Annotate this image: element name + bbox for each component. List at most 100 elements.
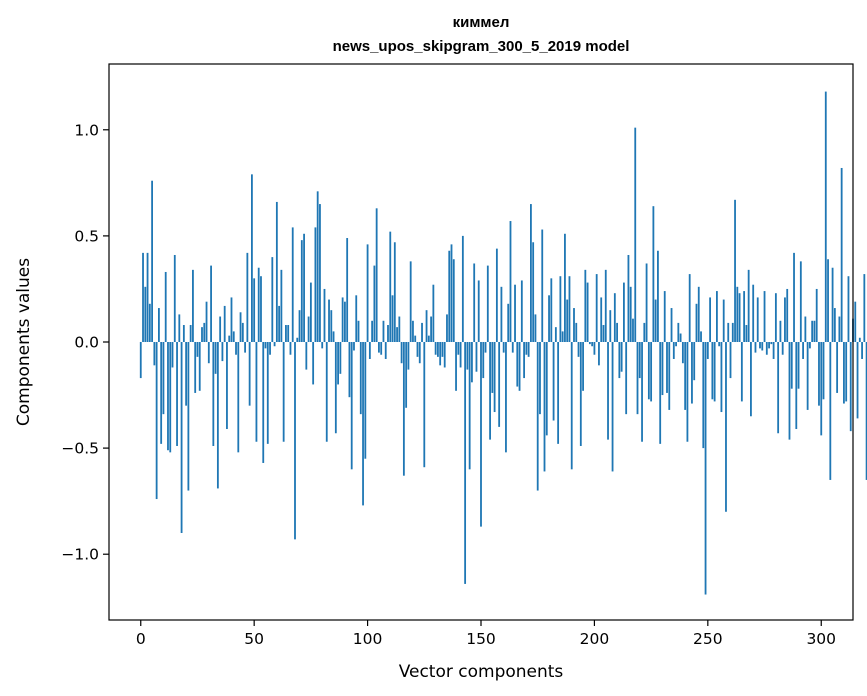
bar bbox=[412, 320, 414, 342]
bar bbox=[203, 322, 206, 342]
bar bbox=[142, 252, 144, 342]
bar bbox=[235, 342, 237, 355]
bar bbox=[843, 342, 845, 404]
bar bbox=[831, 267, 834, 342]
bar bbox=[230, 297, 233, 342]
bar bbox=[795, 342, 798, 430]
bar bbox=[629, 286, 632, 342]
bar bbox=[713, 342, 716, 402]
bar bbox=[205, 301, 208, 342]
bar bbox=[389, 231, 392, 342]
bar bbox=[158, 308, 160, 342]
bar bbox=[207, 342, 210, 364]
bar bbox=[216, 342, 219, 489]
bar bbox=[568, 276, 571, 342]
bar bbox=[443, 342, 446, 368]
bar bbox=[865, 342, 867, 480]
bar bbox=[849, 342, 852, 432]
bar bbox=[251, 174, 253, 342]
bar bbox=[745, 325, 748, 342]
bar bbox=[786, 288, 789, 342]
bar bbox=[672, 342, 675, 359]
bar bbox=[670, 308, 673, 342]
bar bbox=[709, 297, 711, 342]
y-tick-label: 1.0 bbox=[74, 121, 99, 139]
bar bbox=[362, 342, 364, 506]
bar bbox=[402, 342, 405, 476]
bar bbox=[328, 299, 330, 342]
bar bbox=[657, 250, 659, 342]
bar bbox=[348, 342, 351, 398]
bar bbox=[294, 342, 296, 540]
bar bbox=[688, 274, 691, 342]
bar bbox=[609, 310, 612, 342]
bar bbox=[554, 327, 557, 342]
bar bbox=[468, 342, 471, 470]
bar bbox=[820, 342, 823, 436]
y-tick-label: 0.0 bbox=[74, 334, 99, 352]
bar bbox=[198, 342, 201, 391]
bar bbox=[747, 269, 750, 342]
bar bbox=[607, 342, 609, 440]
bar bbox=[241, 322, 244, 342]
bar bbox=[414, 335, 417, 342]
bar bbox=[498, 342, 501, 427]
bar bbox=[550, 278, 553, 342]
bar bbox=[804, 316, 807, 342]
bar bbox=[325, 342, 328, 442]
bar bbox=[482, 342, 485, 379]
bar bbox=[448, 250, 451, 342]
bar bbox=[493, 342, 496, 413]
bar bbox=[162, 342, 165, 415]
bar bbox=[341, 297, 344, 342]
bar bbox=[588, 342, 591, 345]
bar bbox=[355, 295, 358, 342]
bar bbox=[754, 342, 757, 353]
bar bbox=[570, 342, 573, 470]
bar bbox=[586, 282, 589, 342]
bar bbox=[856, 342, 859, 419]
x-tick-label: 100 bbox=[353, 630, 383, 648]
bar bbox=[527, 342, 530, 357]
bar bbox=[663, 291, 666, 342]
bar bbox=[691, 342, 693, 404]
bar bbox=[475, 342, 478, 372]
bar bbox=[677, 322, 680, 342]
bar bbox=[173, 254, 176, 342]
bar bbox=[530, 204, 532, 342]
bar bbox=[861, 342, 863, 359]
bar bbox=[466, 342, 469, 370]
bar bbox=[289, 342, 292, 355]
y-tick-label: −1.0 bbox=[61, 546, 99, 564]
bar bbox=[836, 342, 839, 393]
bar bbox=[863, 274, 866, 342]
bar bbox=[182, 325, 185, 342]
bar bbox=[681, 342, 684, 364]
bar bbox=[452, 259, 455, 342]
x-axis: 0 50 100 150 200 250 300 bbox=[136, 620, 836, 648]
bar bbox=[296, 337, 299, 342]
bar bbox=[700, 331, 702, 342]
bar bbox=[548, 295, 550, 342]
bar bbox=[598, 342, 600, 366]
bar bbox=[262, 342, 265, 463]
bar bbox=[387, 325, 389, 342]
bar bbox=[423, 342, 426, 468]
bar bbox=[396, 327, 398, 342]
bar bbox=[495, 248, 498, 342]
bar bbox=[275, 201, 278, 342]
bar bbox=[391, 295, 394, 342]
bar bbox=[620, 342, 623, 372]
x-tick-label: 0 bbox=[136, 630, 146, 648]
bar bbox=[611, 342, 614, 472]
bar bbox=[684, 342, 687, 410]
bar bbox=[427, 335, 430, 342]
bar bbox=[761, 342, 764, 351]
bar bbox=[799, 261, 802, 342]
bar bbox=[187, 342, 190, 491]
bar bbox=[305, 342, 308, 370]
bar bbox=[441, 342, 444, 357]
bar bbox=[260, 276, 262, 342]
bar bbox=[643, 322, 646, 342]
bar bbox=[811, 320, 814, 342]
